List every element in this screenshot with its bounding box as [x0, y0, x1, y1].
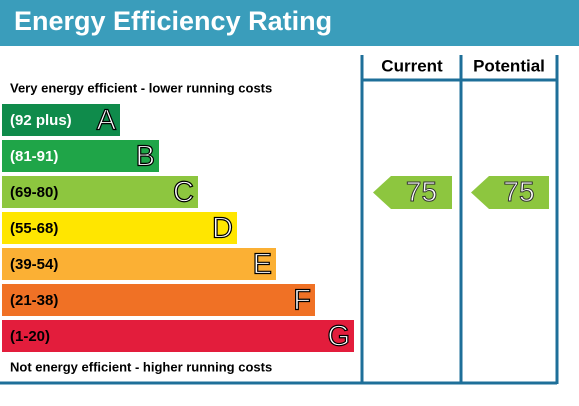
title: Energy Efficiency Rating — [14, 6, 332, 36]
column-header: Current — [381, 56, 443, 75]
rating-value: 75 — [503, 176, 534, 207]
rating-value: 75 — [406, 176, 437, 207]
rating-arrow — [471, 176, 549, 209]
band-letter: G — [327, 321, 350, 353]
band-range: (55-68) — [10, 220, 58, 237]
band — [2, 176, 198, 208]
frame — [0, 55, 559, 385]
band — [2, 320, 354, 352]
band-range: (1-20) — [10, 328, 50, 345]
band — [2, 212, 237, 244]
column-header: Potential — [473, 56, 545, 75]
band-range: (81-91) — [10, 148, 58, 165]
band-range: (69-80) — [10, 184, 58, 201]
band-range: (21-38) — [10, 292, 58, 309]
band-letter: A — [97, 105, 117, 137]
band — [2, 284, 315, 316]
band-range: (92 plus) — [10, 112, 72, 129]
title-bar — [0, 0, 579, 46]
band-letter: F — [293, 285, 311, 317]
band-letter: C — [173, 177, 194, 209]
bottom-label: Not energy efficient - higher running co… — [10, 359, 272, 374]
band-letter: E — [253, 249, 272, 281]
top-label: Very energy efficient - lower running co… — [10, 80, 272, 95]
band — [2, 248, 276, 280]
band-letter: B — [136, 141, 155, 173]
band — [2, 140, 159, 172]
band — [2, 104, 120, 136]
rating-arrow — [373, 176, 452, 209]
band-letter: D — [212, 213, 233, 245]
band-range: (39-54) — [10, 256, 58, 273]
